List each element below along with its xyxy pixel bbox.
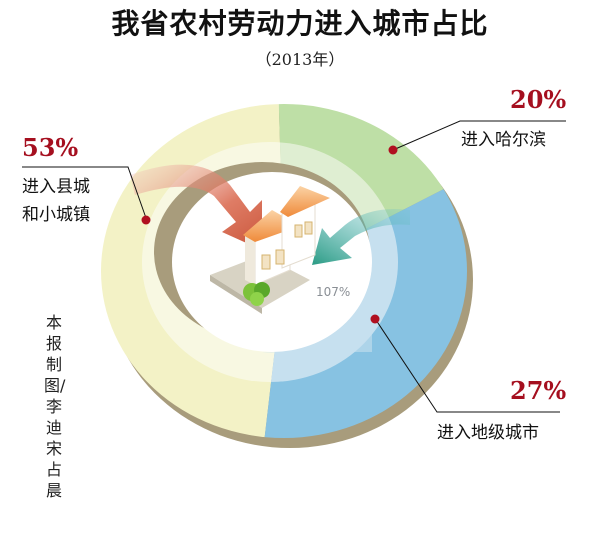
percent-county-towns: 53% xyxy=(22,133,79,162)
callout-line-53 xyxy=(22,166,147,219)
chart-subtitle: （2013年） xyxy=(255,50,345,69)
chart-title: 我省农村劳动力进入城市占比 xyxy=(111,7,489,40)
label-harbin: 进入哈尔滨 xyxy=(461,130,546,150)
label-county-towns-line2: 和小城镇 xyxy=(22,205,90,225)
percent-harbin: 20% xyxy=(510,85,567,114)
center-label: 107% xyxy=(316,285,351,299)
arrow-teal-icon xyxy=(312,209,410,265)
label-prefecture-cities: 进入地级城市 xyxy=(437,423,539,443)
arrow-red-icon xyxy=(130,164,262,250)
callout-line-27 xyxy=(375,319,560,413)
callout-line-20 xyxy=(392,120,566,151)
marker-27-icon xyxy=(370,314,380,324)
marker-20-icon xyxy=(388,145,398,155)
house-icon xyxy=(210,186,330,314)
label-county-towns-line1: 进入县城 xyxy=(22,177,90,197)
percent-prefecture-cities: 27% xyxy=(510,376,567,405)
credit-text: 本报制图/李迪 宋占晨 xyxy=(44,313,79,500)
marker-53-icon xyxy=(141,215,151,225)
